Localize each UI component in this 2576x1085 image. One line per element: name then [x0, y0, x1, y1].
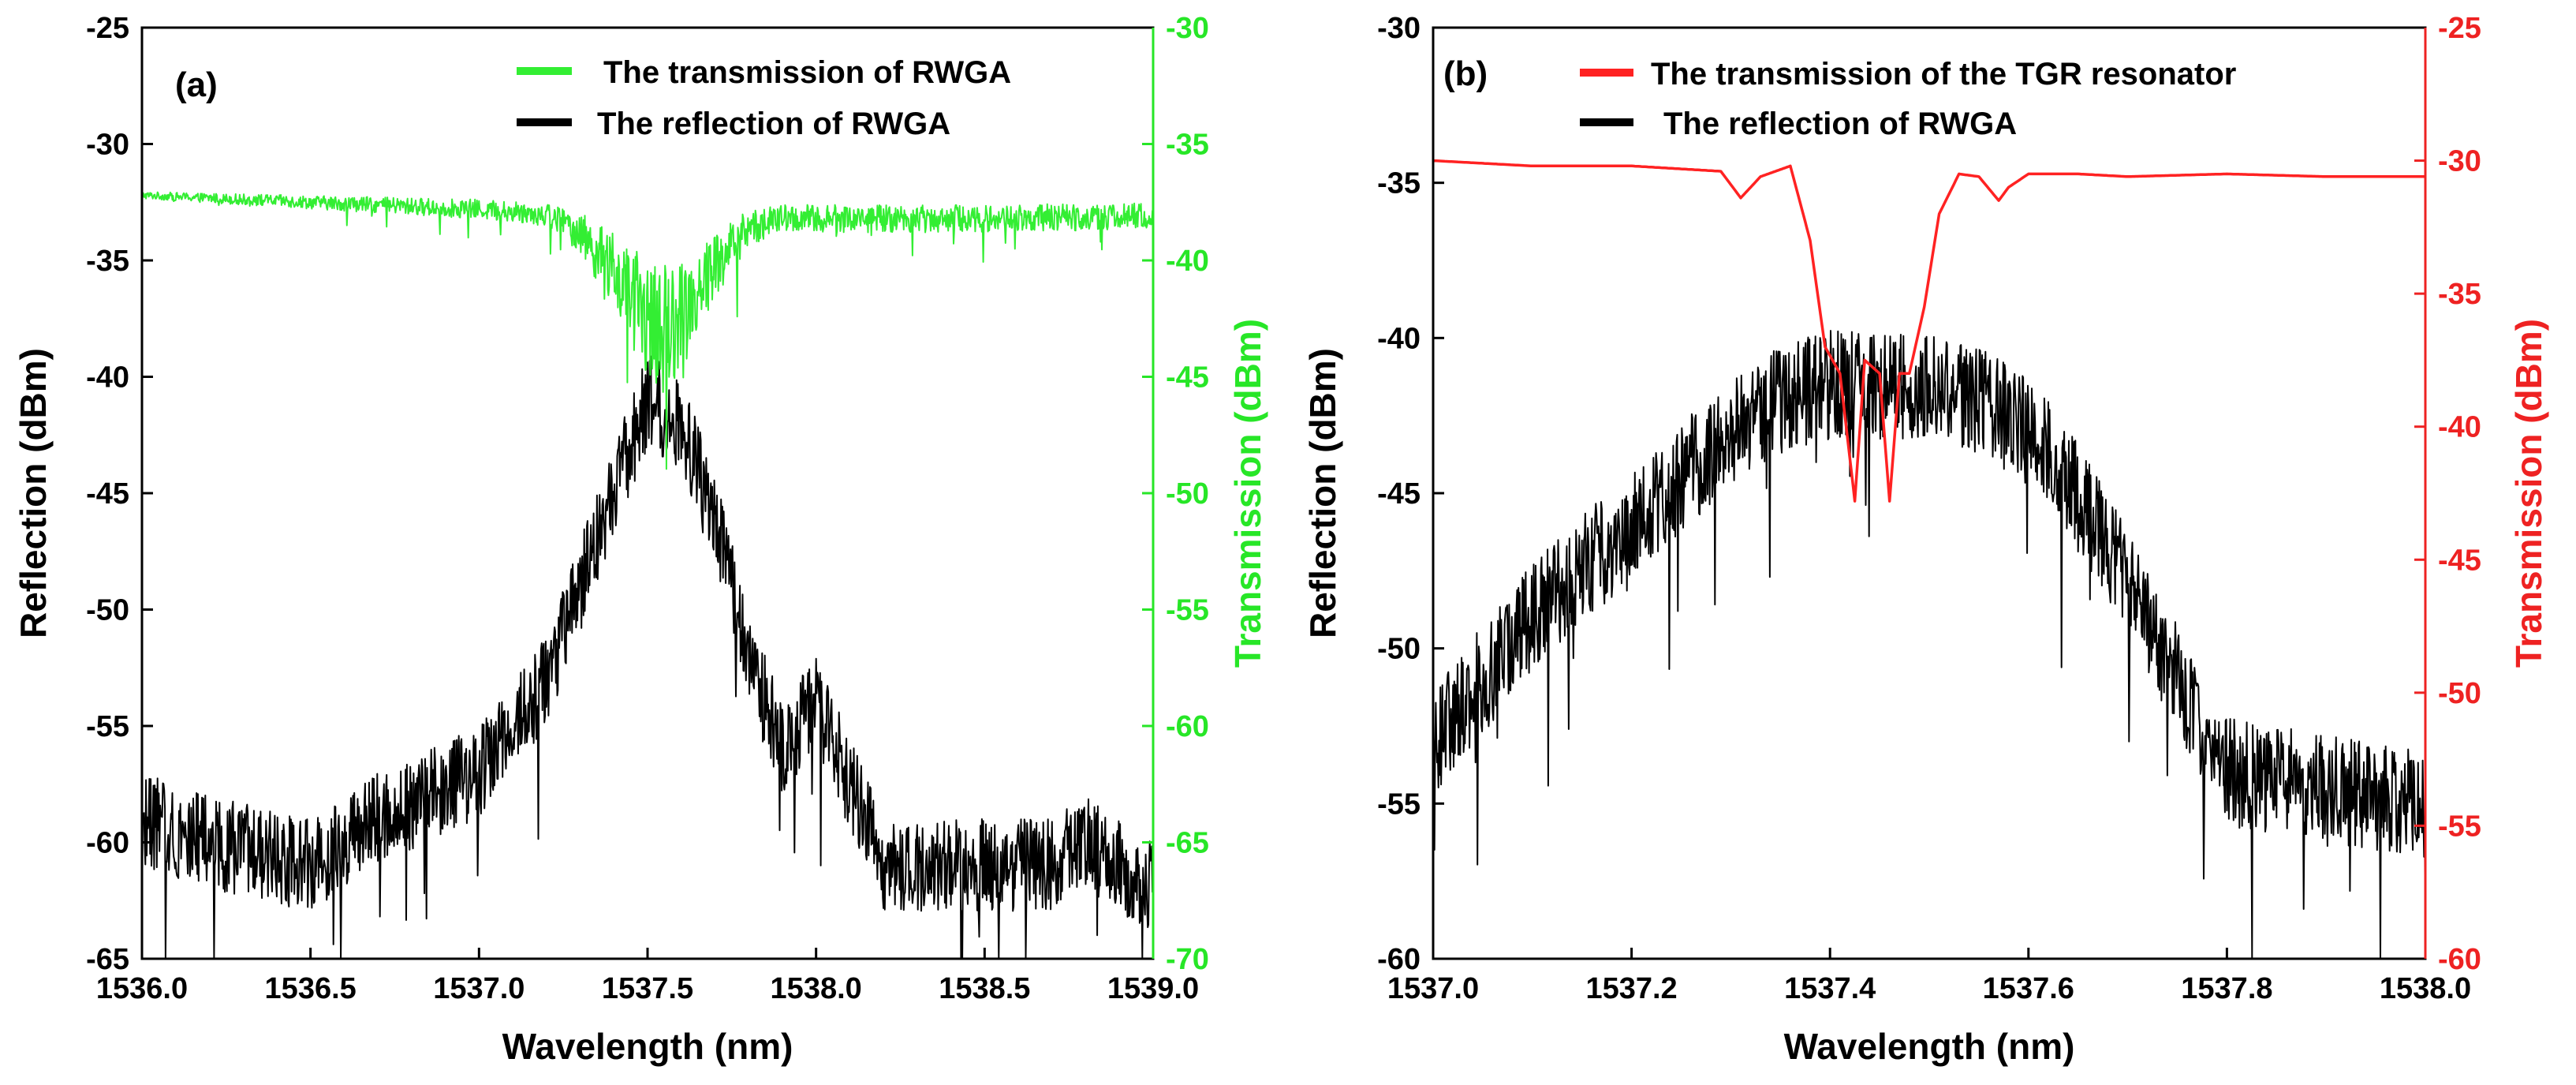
- y-right-tick-label: -30: [2438, 145, 2481, 178]
- reflection-series-line-b: [1432, 330, 2426, 960]
- y-right-tick-label: -45: [1166, 361, 1209, 395]
- y-right-tick-label: -35: [2438, 278, 2481, 311]
- legend-label-reflection-a: The reflection of RWGA: [597, 107, 950, 141]
- tick-group-b: 1537.0 1537.2 1537.4 1537.6 1537.8 1538.0 -30 -…: [1377, 12, 2481, 1005]
- chart-panel-a: 1536.0 1536.5 1537.0 1537.5 1538.0 1538.5 1539…: [13, 12, 1268, 1067]
- x-tick-label: 1537.4: [1784, 972, 1876, 1005]
- panel-label-b: (b): [1443, 54, 1488, 93]
- legend-label-reflection-b: The reflection of RWGA: [1663, 107, 2017, 141]
- y-left-tick-label: -25: [86, 12, 129, 45]
- y-left-tick-label: -30: [1377, 12, 1421, 45]
- y-right-tick-label: -70: [1166, 943, 1209, 976]
- y-left-tick-label: -65: [86, 943, 129, 976]
- chart-panel-b: 1537.0 1537.2 1537.4 1537.6 1537.8 1538.0 -30 -…: [1302, 12, 2549, 1067]
- y-right-tick-label: -25: [2438, 12, 2481, 45]
- y-axis-title-right-a: Transmission (dBm): [1227, 319, 1268, 668]
- y-right-tick-label: -30: [1166, 12, 1209, 45]
- x-tick-label: 1539.0: [1107, 972, 1199, 1005]
- y-left-tick-label: -60: [1377, 943, 1421, 976]
- x-tick-label: 1538.0: [771, 972, 862, 1005]
- x-axis-title-b: Wavelength (nm): [1784, 1026, 2075, 1067]
- reflection-series-line-a: [141, 355, 1154, 960]
- y-left-tick-label: -40: [86, 361, 129, 395]
- series-group-b: [1432, 159, 2426, 960]
- legend-label-transmission-a: The transmission of RWGA: [603, 55, 1011, 90]
- x-tick-label: 1538.5: [939, 972, 1030, 1005]
- x-tick-label: 1537.8: [2181, 972, 2272, 1005]
- tick-group-a: 1536.0 1536.5 1537.0 1537.5 1538.0 1538.5 1539…: [86, 12, 1209, 1005]
- x-tick-label: 1537.5: [602, 972, 693, 1005]
- x-tick-label: 1537.2: [1585, 972, 1677, 1005]
- y-right-tick-label: -35: [1166, 129, 1209, 162]
- y-left-tick-label: -30: [86, 129, 129, 162]
- y-left-tick-label: -35: [1377, 167, 1421, 200]
- transmission-series-line-a: [141, 191, 1154, 470]
- y-right-tick-label: -40: [2438, 411, 2481, 444]
- y-right-tick-label: -65: [1166, 827, 1209, 860]
- y-left-tick-label: -45: [1377, 477, 1421, 511]
- y-right-tick-label: -55: [2438, 810, 2481, 843]
- x-tick-label: 1537.0: [433, 972, 525, 1005]
- y-left-tick-label: -50: [86, 594, 129, 627]
- y-right-tick-label: -40: [1166, 245, 1209, 278]
- y-right-tick-label: -50: [2438, 677, 2481, 710]
- y-left-tick-label: -45: [86, 477, 129, 511]
- x-tick-label: 1536.0: [96, 972, 188, 1005]
- y-axis-title-left-a: Reflection (dBm): [13, 348, 54, 638]
- x-tick-label: 1536.5: [265, 972, 357, 1005]
- x-tick-label: 1537.0: [1387, 972, 1479, 1005]
- y-right-tick-label: -60: [2438, 943, 2481, 976]
- legend-label-transmission-b: The transmission of the TGR resonator: [1651, 57, 2236, 92]
- y-left-tick-label: -40: [1377, 322, 1421, 355]
- y-axis-title-left-b: Reflection (dBm): [1302, 348, 1343, 638]
- x-tick-label: 1537.6: [1983, 972, 2074, 1005]
- series-group-a: [141, 191, 1154, 960]
- plot-area-frame-a: [140, 26, 1155, 960]
- legend-b: The transmission of the TGR resonator Th…: [1580, 57, 2236, 141]
- y-left-tick-label: -60: [86, 827, 129, 860]
- panel-label-a: (a): [175, 65, 218, 104]
- y-axis-title-right-b: Transmission (dBm): [2508, 319, 2549, 668]
- y-right-tick-label: -45: [2438, 544, 2481, 577]
- transmission-series-line-b: [1432, 159, 2425, 503]
- legend-a: The transmission of RWGA The reflection …: [517, 55, 1011, 141]
- x-axis-title-a: Wavelength (nm): [502, 1026, 793, 1067]
- y-left-tick-label: -55: [1377, 788, 1421, 821]
- y-left-tick-label: -35: [86, 245, 129, 278]
- y-right-tick-label: -50: [1166, 477, 1209, 511]
- y-right-tick-label: -55: [1166, 594, 1209, 627]
- y-left-tick-label: -55: [86, 710, 129, 743]
- x-tick-label: 1538.0: [2380, 972, 2471, 1005]
- y-right-tick-label: -60: [1166, 710, 1209, 743]
- y-left-tick-label: -50: [1377, 633, 1421, 666]
